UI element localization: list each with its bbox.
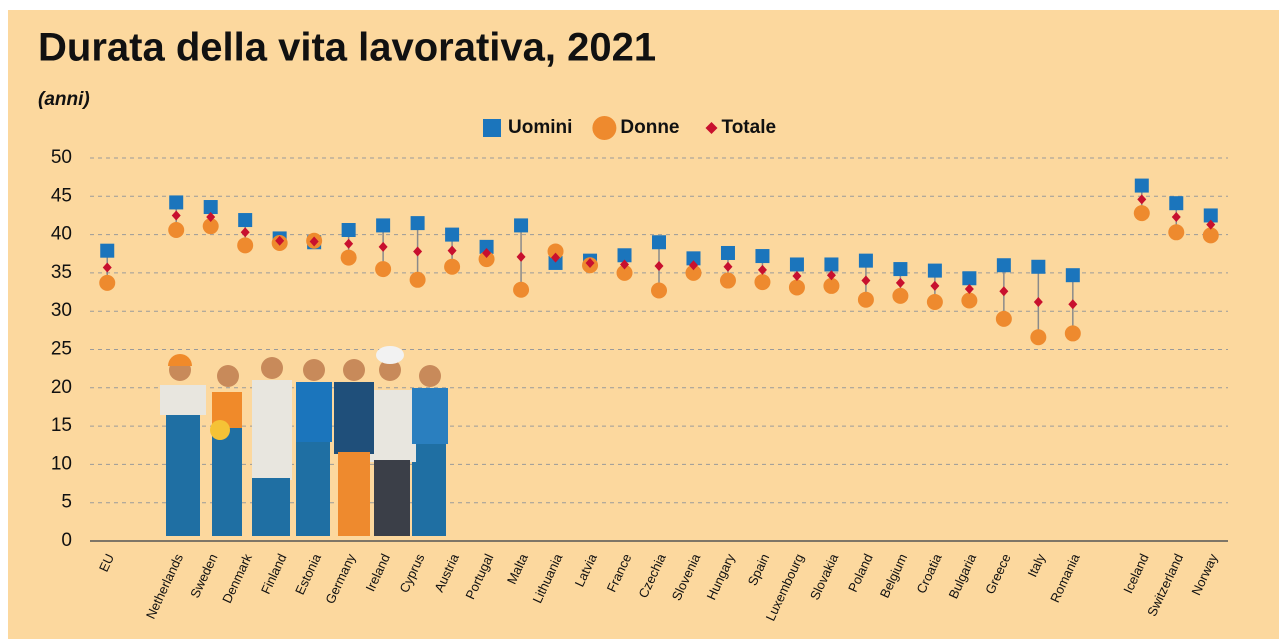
- marker-square: [652, 235, 666, 249]
- y-tick-label: 50: [51, 147, 72, 168]
- marker-square: [824, 257, 838, 271]
- marker-circle: [651, 283, 667, 299]
- chart: Durata della vita lavorativa, 2021 (anni…: [0, 0, 1279, 639]
- marker-circle: [1030, 329, 1046, 345]
- marker-square: [962, 271, 976, 285]
- chart-title: Durata della vita lavorativa, 2021: [38, 26, 656, 70]
- legend-label: Uomini: [508, 117, 572, 138]
- marker-square: [169, 195, 183, 209]
- marker-circle: [858, 292, 874, 308]
- marker-circle: [341, 250, 357, 266]
- marker-circle: [410, 272, 426, 288]
- marker-square: [859, 254, 873, 268]
- marker-circle: [513, 282, 529, 298]
- y-tick-label: 45: [51, 185, 72, 206]
- marker-square: [1135, 179, 1149, 193]
- marker-square: [893, 262, 907, 276]
- y-tick-label: 0: [61, 530, 72, 551]
- y-tick-label: 40: [51, 224, 72, 245]
- marker-circle: [892, 288, 908, 304]
- background: [8, 10, 1279, 639]
- marker-square: [1169, 196, 1183, 210]
- marker-circle: [444, 259, 460, 275]
- marker-circle: [927, 294, 943, 310]
- marker-circle: [823, 278, 839, 294]
- y-tick-label: 10: [51, 453, 72, 474]
- marker-square: [721, 246, 735, 260]
- legend-label: Donne: [620, 117, 679, 138]
- marker-circle: [1168, 224, 1184, 240]
- marker-circle: [1134, 205, 1150, 221]
- marker-circle: [996, 311, 1012, 327]
- marker-circle: [237, 237, 253, 253]
- legend-marker: [483, 119, 501, 137]
- y-tick-label: 25: [51, 339, 72, 360]
- marker-square: [376, 218, 390, 232]
- marker-square: [204, 200, 218, 214]
- y-tick-label: 5: [61, 492, 72, 513]
- marker-square: [342, 223, 356, 237]
- marker-circle: [99, 275, 115, 291]
- marker-square: [997, 258, 1011, 272]
- marker-circle: [1203, 227, 1219, 243]
- marker-circle: [754, 274, 770, 290]
- y-tick-label: 20: [51, 377, 72, 398]
- legend-marker: [592, 116, 616, 140]
- marker-square: [755, 249, 769, 263]
- marker-square: [411, 216, 425, 230]
- y-tick-label: 35: [51, 262, 72, 283]
- marker-square: [100, 244, 114, 258]
- marker-square: [238, 213, 252, 227]
- marker-circle: [168, 222, 184, 238]
- marker-square: [790, 257, 804, 271]
- marker-square: [1031, 260, 1045, 274]
- marker-square: [514, 218, 528, 232]
- marker-square: [928, 264, 942, 278]
- marker-circle: [961, 292, 977, 308]
- y-tick-label: 15: [51, 415, 72, 436]
- marker-circle: [375, 261, 391, 277]
- marker-circle: [720, 273, 736, 289]
- legend-label: Totale: [722, 117, 777, 138]
- marker-square: [445, 228, 459, 242]
- chart-subtitle: (anni): [38, 89, 90, 110]
- marker-circle: [1065, 325, 1081, 341]
- y-tick-label: 30: [51, 300, 72, 321]
- marker-square: [1066, 268, 1080, 282]
- marker-circle: [789, 279, 805, 295]
